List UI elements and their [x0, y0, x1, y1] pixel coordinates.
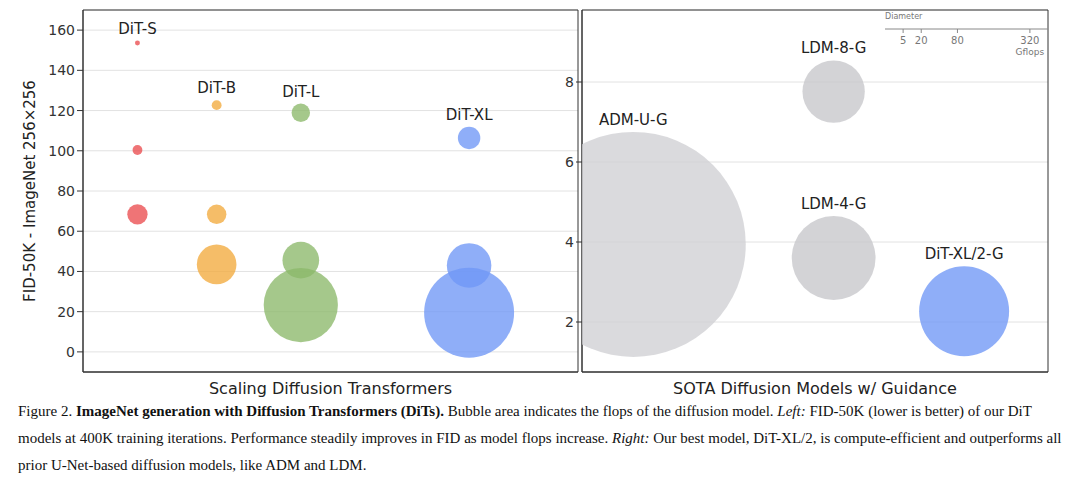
- svg-text:SOTA Diffusion Models w/ Guida: SOTA Diffusion Models w/ Guidance: [673, 379, 957, 398]
- svg-text:2: 2: [565, 314, 574, 330]
- svg-text:20: 20: [57, 304, 75, 320]
- html-text:FID-50K - ImageNet 256×256: FID-50K - ImageNet 256×256: [21, 80, 39, 302]
- svg-text:60: 60: [57, 223, 75, 239]
- html-text:Figure 2. ImageNet generation: Figure 2. ImageNet generation with Diffu…: [18, 403, 1062, 473]
- svg-text:80: 80: [951, 35, 964, 46]
- svg-text:0: 0: [66, 344, 75, 360]
- svg-text:DiT-S: DiT-S: [118, 20, 156, 38]
- svg-text:Scaling Diffusion Transformers: Scaling Diffusion Transformers: [209, 379, 452, 398]
- svg-text:5: 5: [900, 35, 906, 46]
- svg-text:120: 120: [48, 103, 75, 119]
- svg-text:320: 320: [1020, 35, 1039, 46]
- svg-text:40: 40: [57, 263, 75, 279]
- svg-text:80: 80: [57, 183, 75, 199]
- svg-text:100: 100: [48, 143, 75, 159]
- svg-text:Gflops: Gflops: [1016, 47, 1045, 57]
- svg-text:8: 8: [565, 74, 574, 90]
- svg-text:DiT-B: DiT-B: [197, 79, 236, 97]
- svg-text:140: 140: [48, 62, 75, 78]
- svg-text:DiT-L: DiT-L: [282, 83, 320, 101]
- svg-text:6: 6: [565, 154, 574, 170]
- svg-text:LDM-4-G: LDM-4-G: [801, 195, 866, 213]
- svg-text:DiT-XL/2-G: DiT-XL/2-G: [925, 245, 1004, 263]
- svg-text:DiT-XL: DiT-XL: [446, 106, 493, 124]
- svg-text:160: 160: [48, 22, 75, 38]
- svg-text:4: 4: [565, 234, 574, 250]
- svg-text:20: 20: [915, 35, 928, 46]
- svg-text:LDM-8-G: LDM-8-G: [801, 39, 866, 57]
- svg-text:ADM-U-G: ADM-U-G: [599, 111, 668, 129]
- svg-text:Diameter: Diameter: [885, 12, 923, 21]
